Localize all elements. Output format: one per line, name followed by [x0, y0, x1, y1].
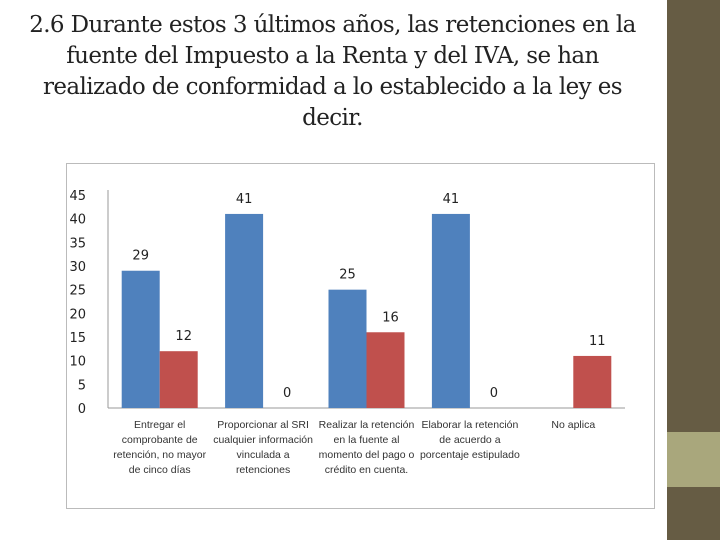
y-tick-label: 5	[78, 378, 86, 393]
x-category-label: Realizar la retención en la fuente al mo…	[318, 419, 415, 476]
y-tick-label: 45	[69, 189, 86, 204]
y-tick-label: 15	[69, 331, 86, 346]
data-label: 11	[589, 334, 606, 349]
data-label: 0	[490, 386, 498, 401]
y-tick-label: 0	[78, 402, 86, 417]
x-category-label: No aplica	[551, 419, 596, 431]
bar-series2	[366, 332, 405, 408]
data-label: 41	[236, 192, 253, 207]
data-label: 0	[283, 386, 291, 401]
y-tick-label: 35	[69, 236, 86, 251]
data-label: 12	[175, 329, 192, 344]
y-tick-label: 25	[69, 284, 86, 299]
data-label: 25	[339, 268, 356, 283]
x-category-label: Elaborar la retención de acuerdo a porce…	[419, 419, 520, 461]
bar-series1	[328, 289, 367, 408]
y-tick-label: 20	[69, 307, 86, 322]
y-tick-label: 30	[69, 260, 86, 275]
slide-title: 2.6 Durante estos 3 últimos años, las re…	[29, 12, 636, 131]
bar-series2	[159, 351, 198, 408]
data-label: 41	[443, 192, 460, 207]
bar-series2	[573, 355, 612, 408]
y-tick-label: 10	[69, 355, 86, 370]
bar-series1	[225, 213, 264, 408]
y-tick-label: 40	[69, 213, 86, 228]
bar-series1	[121, 270, 160, 408]
x-category-label: Proporcionar al SRI cualquier informació…	[213, 419, 313, 476]
data-label: 29	[132, 249, 149, 264]
data-label: 16	[382, 310, 399, 325]
x-category-label: Entregar el comprobante de retención, no…	[113, 419, 207, 476]
bar-series1	[431, 213, 470, 408]
sidebar-accent-block	[667, 432, 720, 487]
